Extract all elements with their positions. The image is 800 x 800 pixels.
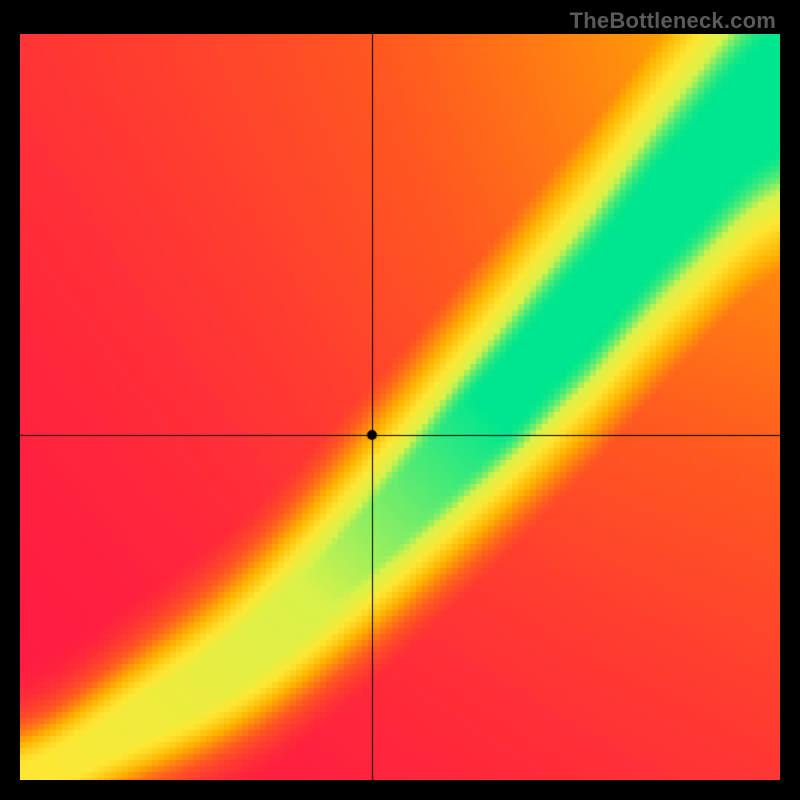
chart-container: TheBottleneck.com: [0, 0, 800, 800]
plot-area: [20, 34, 780, 780]
heatmap-canvas: [20, 34, 780, 780]
watermark-text: TheBottleneck.com: [570, 8, 776, 34]
